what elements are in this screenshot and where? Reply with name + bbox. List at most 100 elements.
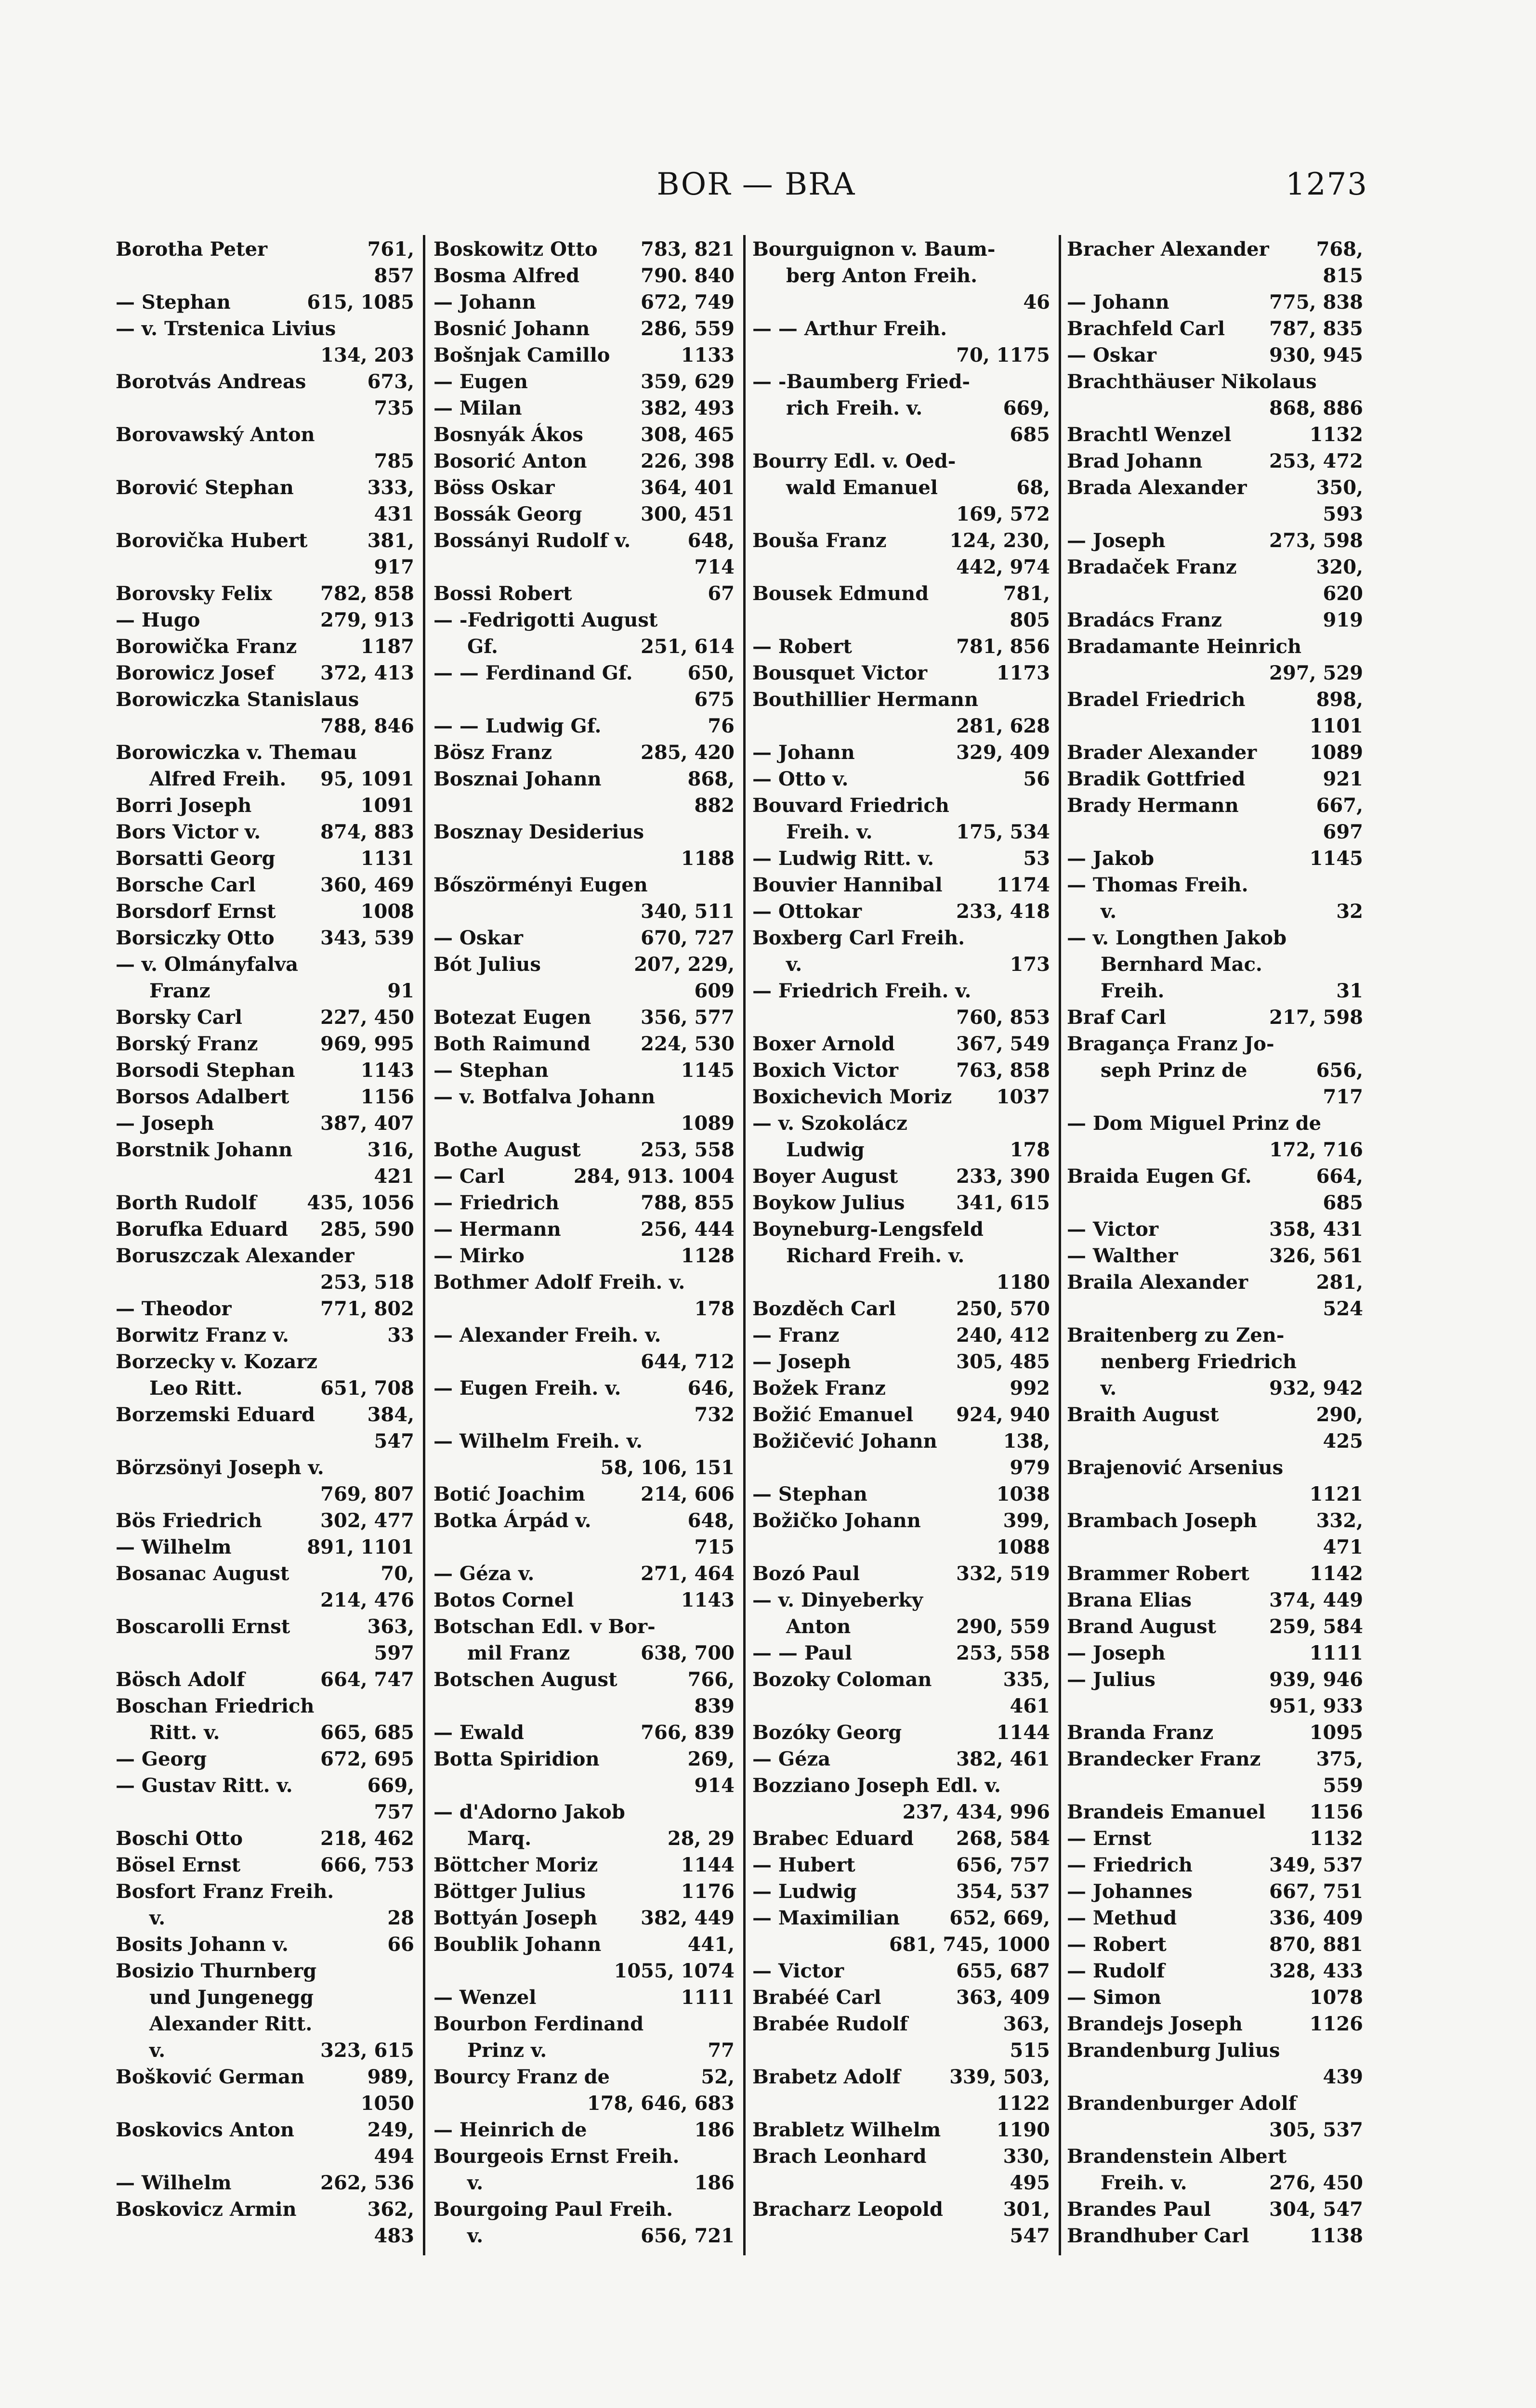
entry-page-refs: 1128 (681, 1244, 735, 1267)
entry-name: — — Ludwig Gf. (433, 715, 602, 737)
entry-page-refs (1358, 368, 1363, 395)
index-entry-line: Bradamante Heinrich (1067, 633, 1363, 660)
entry-name: Borwitz Franz v. (116, 1324, 289, 1347)
index-entry-line: 524 (1067, 1296, 1364, 1322)
index-entry-line: — Rudolf 328, 433 (1067, 1958, 1363, 1984)
entry-page-refs: 381, (367, 529, 414, 552)
entry-page-refs: 651, 708 (320, 1377, 414, 1400)
index-entry-line: Borsos Adalbert 1156 (116, 1084, 414, 1110)
index-entry-line: Marq. 28, 29 (433, 1825, 735, 1852)
index-entry-line: Bosma Alfred 790. 840 (433, 262, 735, 289)
entry-page-refs: 372, 413 (320, 662, 414, 684)
entry-page-refs: 320, (1316, 556, 1363, 578)
entry-page-refs (1045, 315, 1050, 342)
entry-page-refs: 214, 606 (641, 1483, 735, 1505)
entry-page-refs: 917 (374, 556, 415, 578)
entry-name: — Eugen (433, 370, 528, 393)
index-entry-line: Brada Alexander 350, (1067, 474, 1363, 501)
index-entry-line: Brabée Rudolf 363, (752, 2011, 1050, 2037)
index-entry-line: 439 (1067, 2064, 1364, 2090)
entry-page-refs: 620 (1323, 582, 1364, 605)
index-entry-line: — Maximilian 652, 669, (752, 1905, 1050, 1931)
index-entry-line: Ritt. v. 665, 685 (116, 1719, 414, 1746)
index-entry-line: Boxer Arnold 367, 549 (752, 1031, 1050, 1057)
entry-name: Bragança Franz Jo- (1067, 1033, 1274, 1055)
index-entry-line: — Ottokar 233, 418 (752, 898, 1050, 925)
entry-page-refs: 273, 598 (1269, 529, 1363, 552)
index-entry-line: 979 (752, 1454, 1050, 1481)
entry-page-refs: 1144 (996, 1721, 1050, 1744)
index-entry-line: — Victor 358, 431 (1067, 1216, 1363, 1243)
entry-page-refs: 425 (1323, 1430, 1364, 1453)
entry-page-refs: 652, 669, (949, 1907, 1050, 1929)
entry-page-refs: 250, 570 (956, 1297, 1050, 1320)
index-entry-line: 917 (116, 554, 415, 580)
index-entry-line: v. 323, 615 (116, 2037, 414, 2064)
entry-name: v. (786, 953, 802, 976)
column-divider (1059, 235, 1061, 2255)
entry-page-refs: 178, 646, 683 (587, 2092, 735, 2115)
entry-name: — — Ferdinand Gf. (433, 662, 633, 684)
entry-name: Borovička Hubert (116, 529, 308, 552)
entry-name: Borowička Franz (116, 635, 297, 658)
index-entry-line: Brabec Eduard 268, 584 (752, 1825, 1050, 1852)
index-entry-line: 214, 476 (116, 1587, 414, 1613)
entry-name: Borufka Eduard (116, 1218, 288, 1241)
index-entry-line: — Johannes 667, 751 (1067, 1878, 1363, 1905)
entry-page-refs: 788, 855 (641, 1191, 735, 1214)
entry-name: Bosznai Johann (433, 768, 602, 790)
entry-name: — Joseph (1067, 1642, 1166, 1664)
index-entry-line: Brandenburger Adolf (1067, 2090, 1363, 2117)
index-entry-line: — Robert 781, 856 (752, 633, 1050, 660)
entry-page-refs (409, 1454, 414, 1481)
entry-name: Freih. v. (1101, 2172, 1187, 2194)
entry-name: — Simon (1067, 1986, 1162, 2009)
entry-name: Brachthäuser Nikolaus (1067, 370, 1317, 393)
index-entry-line: Boxichevich Moriz 1037 (752, 1084, 1050, 1110)
entry-name: — Gustav Ritt. v. (116, 1774, 293, 1797)
index-entry-line: 461 (752, 1693, 1050, 1719)
entry-name: — Oskar (433, 927, 523, 949)
entry-name: — d'Adorno Jakob (433, 1801, 625, 1823)
index-entry-line: 547 (116, 1428, 415, 1454)
entry-name: Bothmer Adolf Freih. v. (433, 1271, 685, 1294)
index-entry-line: — Hubert 656, 757 (752, 1852, 1050, 1878)
entry-page-refs: 939, 946 (1269, 1668, 1363, 1691)
entry-page-refs: 218, 462 (320, 1827, 414, 1850)
entry-page-refs (409, 1984, 414, 2011)
index-entry-line: — Robert 870, 881 (1067, 1931, 1363, 1958)
entry-page-refs (730, 1269, 735, 1296)
entry-name: Borri Joseph (116, 794, 252, 817)
entry-page-refs: 656, (1316, 1059, 1363, 1082)
entry-name: Böttger Julius (433, 1880, 586, 1903)
index-entry-line: Böss Oskar 364, 401 (433, 474, 735, 501)
entry-name: Bosits Johann v. (116, 1933, 289, 1956)
index-entry-line: Borowicz Josef 372, 413 (116, 660, 414, 686)
entry-name: Bothe August (433, 1139, 581, 1161)
entry-page-refs (730, 2196, 735, 2223)
index-entry-line: Borri Joseph 1091 (116, 792, 414, 819)
entry-page-refs: 685 (1323, 1191, 1364, 1214)
entry-page-refs: 349, 537 (1269, 1854, 1363, 1876)
index-entry-line: Brand August 259, 584 (1067, 1613, 1363, 1640)
entry-name: — Heinrich de (433, 2119, 587, 2141)
index-entry-line: — Georg 672, 695 (116, 1746, 414, 1772)
entry-name: Braila Alexander (1067, 1271, 1248, 1294)
entry-page-refs: 648, (687, 529, 735, 552)
entry-page-refs: 335, (1003, 1668, 1050, 1691)
entry-name: — Milan (433, 397, 522, 419)
index-entry-line: — -Baumberg Fried- (752, 368, 1050, 395)
entry-page-refs: 495 (1010, 2172, 1050, 2194)
index-entry-line: Freih. v. 276, 450 (1067, 2170, 1363, 2196)
entry-page-refs: 53 (1023, 847, 1050, 870)
entry-name: Borotvás Andreas (116, 370, 306, 393)
entry-page-refs: 656, 757 (956, 1854, 1050, 1876)
entry-name: Borović Stephan (116, 476, 294, 499)
index-entry-line: 685 (752, 421, 1050, 448)
index-entry-line: Gf. 251, 614 (433, 633, 735, 660)
entry-page-refs: 363, (1003, 2013, 1050, 2035)
entry-page-refs: 1156 (1309, 1801, 1363, 1823)
entry-name: Borsatti Georg (116, 847, 276, 870)
entry-page-refs: 781, 856 (956, 635, 1050, 658)
entry-name: Botta Spiridion (433, 1748, 600, 1770)
